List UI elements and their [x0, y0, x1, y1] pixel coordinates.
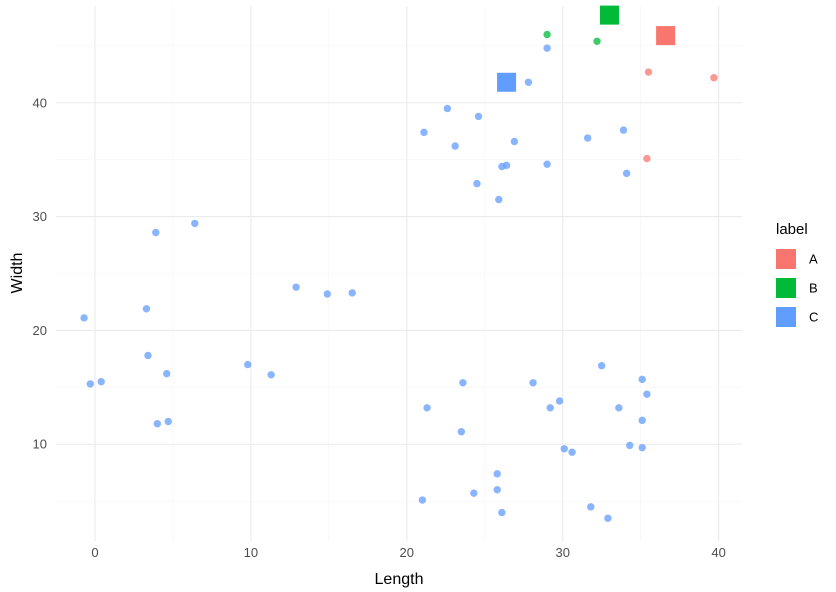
point-c	[543, 44, 551, 52]
point-c	[457, 428, 466, 436]
point-c	[529, 379, 537, 387]
highlight-point-a	[656, 26, 676, 46]
legend-title: label	[776, 221, 808, 238]
x-tick-label: 0	[91, 545, 98, 560]
point-c	[615, 404, 623, 412]
point-c	[162, 369, 171, 378]
point-c	[292, 283, 300, 291]
x-tick-label: 30	[555, 545, 569, 560]
point-c	[153, 420, 162, 428]
point-c	[587, 503, 595, 511]
point-c	[626, 441, 634, 450]
point-c	[164, 417, 172, 426]
legend-label-c: C	[809, 310, 818, 325]
y-axis-ticks: 10 20 30 40	[33, 95, 47, 451]
point-c	[418, 496, 427, 504]
point-c	[474, 112, 483, 121]
x-tick-label: 40	[711, 545, 725, 560]
point-c	[97, 377, 105, 386]
highlighted-points	[497, 5, 676, 92]
y-tick-label: 40	[33, 95, 47, 110]
point-c	[638, 443, 646, 452]
legend-key-b	[776, 278, 796, 298]
point-c	[498, 508, 506, 517]
legend-label-a: A	[809, 252, 818, 267]
point-c	[144, 351, 152, 360]
point-c	[470, 489, 478, 497]
point-c	[323, 290, 331, 298]
legend-label-b: B	[809, 281, 818, 296]
point-c	[604, 514, 612, 522]
point-c	[543, 160, 551, 168]
point-c	[191, 219, 199, 228]
x-axis-ticks: 0 10 20 30 40	[91, 545, 725, 560]
highlight-point-c	[497, 72, 517, 92]
point-c	[493, 470, 501, 478]
point-c	[502, 161, 511, 170]
point-a	[644, 68, 653, 76]
point-c	[560, 445, 568, 453]
grid	[56, 6, 742, 541]
point-c	[493, 486, 501, 494]
point-a	[710, 74, 718, 82]
x-tick-label: 10	[244, 545, 258, 560]
point-c	[583, 134, 592, 142]
point-c	[510, 137, 519, 146]
point-c	[597, 362, 606, 370]
legend-key-c	[776, 307, 796, 327]
y-tick-label: 10	[33, 437, 47, 452]
point-c	[473, 179, 481, 188]
highlight-point-b	[599, 5, 619, 25]
x-tick-label: 20	[400, 545, 414, 560]
y-tick-label: 30	[33, 209, 47, 224]
point-c	[348, 289, 356, 297]
point-c	[622, 169, 631, 178]
point-c	[619, 126, 628, 134]
point-c	[86, 380, 95, 388]
data-points	[80, 30, 718, 522]
point-c	[451, 142, 459, 150]
point-c	[459, 379, 467, 387]
point-c	[568, 448, 576, 456]
y-tick-label: 20	[33, 323, 47, 338]
y-axis-title: Width	[9, 253, 26, 294]
point-c	[555, 397, 564, 405]
legend-key-a	[776, 249, 796, 269]
point-c	[142, 305, 151, 313]
x-axis-title: Length	[375, 571, 424, 588]
point-c	[267, 371, 275, 379]
point-c	[80, 314, 88, 322]
point-b	[593, 37, 601, 45]
point-c	[443, 104, 452, 113]
point-b	[543, 30, 551, 39]
legend: label ABC	[776, 221, 818, 327]
point-c	[244, 360, 252, 369]
point-c	[152, 228, 160, 237]
point-c	[423, 404, 431, 412]
point-c	[524, 78, 533, 86]
point-c	[546, 404, 554, 412]
point-c	[643, 390, 651, 398]
point-c	[638, 416, 646, 425]
point-c	[638, 375, 646, 384]
point-c	[495, 195, 503, 204]
point-c	[420, 128, 428, 137]
point-a	[643, 154, 651, 163]
